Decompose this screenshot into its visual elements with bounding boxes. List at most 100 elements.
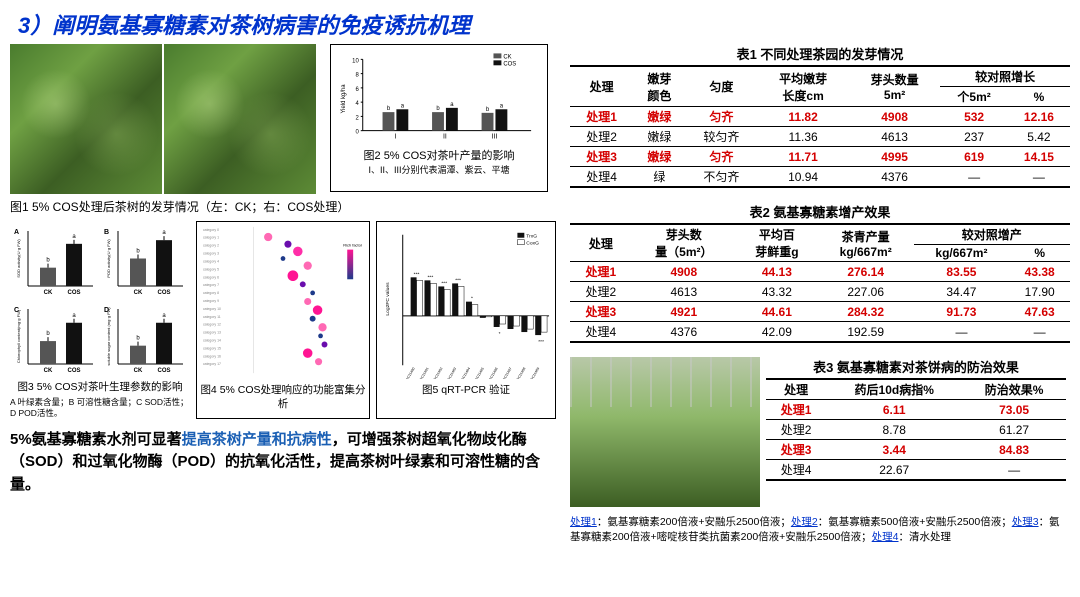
fig5-caption: 图5 qRT-PCR 验证 <box>379 384 553 398</box>
svg-text:*: * <box>471 296 473 302</box>
svg-text:***: *** <box>428 274 434 280</box>
svg-text:category 1: category 1 <box>203 236 219 240</box>
svg-text:***: *** <box>538 339 544 345</box>
svg-text:I: I <box>394 134 396 141</box>
svg-text:CK: CK <box>134 290 143 296</box>
svg-text:COS: COS <box>67 368 80 374</box>
svg-text:CK: CK <box>44 368 53 374</box>
fig3-panel: Ab a CK COS SOD activity(U·g FW) Bb a CK COS POD … <box>10 221 190 419</box>
fig5-chart: Log2FC values***LOC11480***LOC11481***LO… <box>379 224 553 379</box>
fig1-caption: 图1 5% COS处理后茶树的发芽情况（左：CK；右：COS处理） <box>10 194 560 215</box>
svg-text:category 14: category 14 <box>203 339 221 343</box>
fig4-caption: 图4 5% COS处理响应的功能富集分析 <box>199 384 367 411</box>
svg-text:A: A <box>14 229 19 236</box>
svg-text:category 8: category 8 <box>203 291 219 295</box>
svg-text:LOC11484: LOC11484 <box>459 367 471 379</box>
svg-text:b: b <box>436 106 440 112</box>
svg-text:COS: COS <box>67 290 80 296</box>
svg-text:b: b <box>387 106 391 112</box>
page-title: 3）阐明氨基寡糖素对茶树病害的免疫诱抗机理 <box>0 0 1080 48</box>
svg-text:POD activity(U·g FW): POD activity(U·g FW) <box>106 239 111 278</box>
svg-text:b: b <box>46 331 50 337</box>
table2-wrap: 表2 氨基寡糖素增产效果 处理芽头数量（5m²）平均百芽鲜重g茶青产量kg/66… <box>570 202 1070 343</box>
table3: 处理药后10d病指%防治效果%处理16.1173.05处理28.7861.27处… <box>766 378 1066 481</box>
svg-text:a: a <box>162 313 166 319</box>
right-column: 表1 不同处理茶园的发芽情况 处理嫩芽颜色匀度平均嫩芽长度cm芽头数量5m²较对… <box>570 44 1070 544</box>
svg-text:B: B <box>104 229 109 236</box>
tea-photo-cos <box>164 44 316 194</box>
svg-text:*: * <box>499 331 501 337</box>
fig4-panel: category 0category 1category 2category 3… <box>196 221 370 419</box>
svg-text:III: III <box>492 134 498 141</box>
footnote: 处理1：氨基寡糖素200倍液+安融乐2500倍液；处理2：氨基寡糖素500倍液+… <box>570 515 1070 544</box>
svg-text:CoxG: CoxG <box>526 241 539 247</box>
svg-text:LOC11485: LOC11485 <box>473 367 485 379</box>
svg-text:category 17: category 17 <box>203 362 221 366</box>
svg-text:b: b <box>46 258 50 264</box>
fig2-caption: 图2 5% COS对茶叶产量的影响 <box>335 149 543 163</box>
svg-text:CK: CK <box>134 368 143 374</box>
svg-text:***: *** <box>441 280 447 286</box>
table3-caption: 表3 氨基寡糖素对茶饼病的防治效果 <box>766 357 1066 376</box>
table1-caption: 表1 不同处理茶园的发芽情况 <box>570 44 1070 63</box>
svg-text:category 15: category 15 <box>203 346 221 350</box>
svg-text:COS: COS <box>157 368 170 374</box>
svg-text:category 0: category 0 <box>203 228 219 232</box>
conclusion-text: 5%氨基寡糖素水剂可显著提高茶树产量和抗病性，可增强茶树超氧化物歧化酶（SOD）… <box>10 429 560 497</box>
svg-text:category 6: category 6 <box>203 275 219 279</box>
svg-text:soluble sugar content (mg·g FW: soluble sugar content (mg·g FW) <box>106 307 111 366</box>
svg-text:2: 2 <box>355 115 358 121</box>
fig1-photos <box>10 44 320 194</box>
svg-text:CK: CK <box>503 54 511 60</box>
svg-text:LOC11482: LOC11482 <box>432 367 444 379</box>
svg-text:***: *** <box>414 271 420 277</box>
fig2-chart-box: 0246810Yield kg/habaIbaIIbaIIICKCOS 图2 5… <box>330 44 548 192</box>
svg-text:TrxG: TrxG <box>526 234 537 240</box>
table2-caption: 表2 氨基寡糖素增产效果 <box>570 202 1070 221</box>
svg-text:a: a <box>450 102 454 108</box>
svg-text:COS: COS <box>503 61 516 67</box>
svg-text:category 9: category 9 <box>203 299 219 303</box>
svg-text:b: b <box>486 107 490 113</box>
conc-pre: 5%氨基寡糖素水剂可显著 <box>10 431 182 448</box>
svg-text:category 2: category 2 <box>203 244 219 248</box>
svg-text:Yield kg/ha: Yield kg/ha <box>341 84 347 114</box>
fig4-scatter: category 0category 1category 2category 3… <box>199 224 367 379</box>
svg-text:***: *** <box>455 277 461 283</box>
svg-text:category 5: category 5 <box>203 267 219 271</box>
svg-text:4: 4 <box>355 101 359 107</box>
svg-text:category 10: category 10 <box>203 307 221 311</box>
svg-text:a: a <box>72 234 76 240</box>
svg-text:8: 8 <box>355 73 359 79</box>
svg-text:LOC11483: LOC11483 <box>446 367 458 379</box>
svg-text:II: II <box>443 134 447 141</box>
svg-text:a: a <box>401 103 405 109</box>
svg-text:category 13: category 13 <box>203 331 221 335</box>
svg-text:category 11: category 11 <box>203 315 221 319</box>
row2: Ab a CK COS SOD activity(U·g FW) Bb a CK COS POD … <box>10 221 560 419</box>
left-column: 0246810Yield kg/habaIbaIIbaIIICKCOS 图2 5… <box>10 44 560 496</box>
table2: 处理芽头数量（5m²）平均百芽鲜重g茶青产量kg/667m²较对照增产kg/66… <box>570 223 1070 343</box>
bottom-right: 表3 氨基寡糖素对茶饼病的防治效果 处理药后10d病指%防治效果%处理16.11… <box>570 357 1070 507</box>
svg-text:LOC11481: LOC11481 <box>418 367 430 379</box>
svg-text:LOC11489: LOC11489 <box>529 367 541 379</box>
svg-text:LOC11488: LOC11488 <box>515 367 527 379</box>
table3-wrap: 表3 氨基寡糖素对茶饼病的防治效果 处理药后10d病指%防治效果%处理16.11… <box>766 357 1066 507</box>
tea-photo-ck <box>10 44 162 194</box>
greenhouse-photo <box>570 357 760 507</box>
svg-text:a: a <box>162 230 166 236</box>
svg-text:6: 6 <box>355 87 359 93</box>
svg-text:category 4: category 4 <box>203 259 219 263</box>
svg-text:Rich factor: Rich factor <box>343 243 363 248</box>
svg-text:CK: CK <box>44 290 53 296</box>
fig3-caption: 图3 5% COS对茶叶生理参数的影响 <box>10 381 190 395</box>
table1: 处理嫩芽颜色匀度平均嫩芽长度cm芽头数量5m²较对照增长个5m²%处理1嫩绿匀齐… <box>570 65 1070 188</box>
svg-text:b: b <box>136 336 140 342</box>
svg-text:category 16: category 16 <box>203 354 221 358</box>
conc-hl: 提高茶树产量和抗病性 <box>182 431 332 448</box>
svg-text:category 12: category 12 <box>203 323 221 327</box>
svg-text:b: b <box>136 249 140 255</box>
svg-text:a: a <box>500 103 504 109</box>
svg-text:SOD activity(U·g FW): SOD activity(U·g FW) <box>16 239 21 278</box>
fig2-bar-chart: 0246810Yield kg/habaIbaIIbaIIICKCOS <box>335 49 543 144</box>
